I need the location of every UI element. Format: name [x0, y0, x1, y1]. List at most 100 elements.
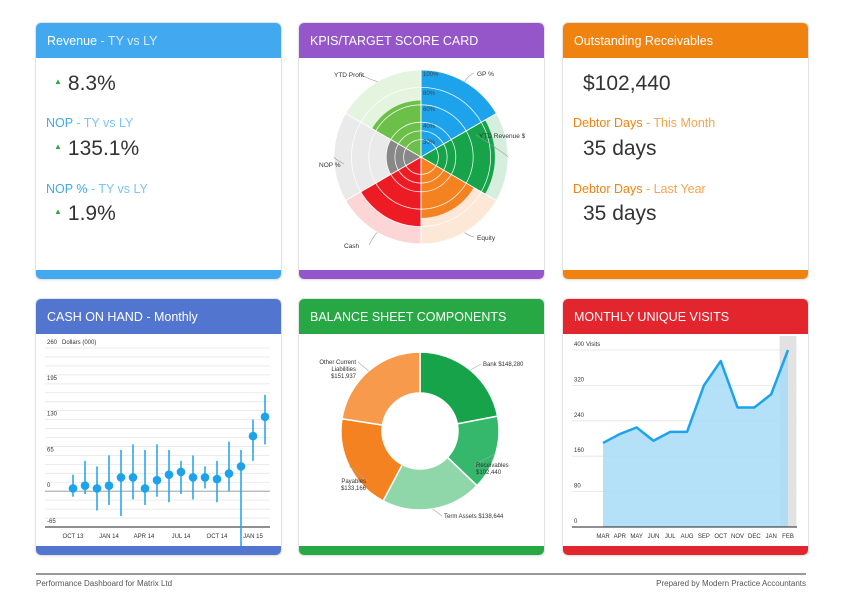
kpi-label-leader — [333, 156, 345, 165]
cash-x-tick: JAN 14 — [99, 534, 119, 540]
kpi-label-cash: Cash — [344, 243, 360, 250]
visits-x-tick-jun: JUN — [648, 534, 660, 540]
cash-point — [212, 474, 222, 484]
noppct-label: NOP % - TY vs LY — [46, 182, 148, 196]
debtor-last-label-sub: - Last Year — [642, 182, 706, 196]
visits-x-tick-mar: MAR — [596, 534, 610, 540]
revenue-card-title-sub: - TY vs LY — [97, 34, 158, 48]
kpi-label-gp: GP % — [477, 71, 494, 78]
balance-label-payables: Payables — [341, 479, 366, 485]
cash-point — [116, 473, 126, 482]
debtor-last-label-text: Debtor Days — [573, 182, 643, 196]
balance-label-bank: Bank $148,280 — [483, 362, 524, 368]
kpi-label-nop: NOP % — [319, 162, 341, 169]
cash-x-tick: APR 14 — [134, 534, 155, 540]
receivables-card-header: Outstanding Receivables — [563, 23, 808, 58]
visits-x-tick-sep: SEP — [698, 534, 710, 540]
nop-label: NOP - TY vs LY — [46, 116, 133, 130]
cash-y-tick: 195 — [47, 376, 58, 382]
nop-value: ▲ 135.1% — [54, 137, 139, 161]
receivables-card: Outstanding Receivables $102,440 Debtor … — [563, 23, 808, 279]
visits-x-tick-jan: JAN — [766, 534, 777, 540]
noppct-value: ▲ 1.9% — [54, 202, 116, 226]
kpi-grid-spoke — [420, 156, 497, 201]
debtor-this-label-sub: - This Month — [642, 116, 716, 130]
kpi-card-footer — [299, 270, 544, 279]
receivables-card-title: Outstanding Receivables — [574, 34, 713, 48]
visits-y-tick: 240 — [574, 413, 585, 419]
balance-label-other-current-liabilities: Other Current — [319, 360, 356, 366]
up-triangle-icon: ▲ — [54, 76, 62, 86]
receivables-card-footer — [563, 270, 808, 279]
balance-label-leader — [473, 453, 496, 466]
receivables-value: $102,440 — [583, 72, 671, 95]
cash-y-tick: 65 — [47, 447, 54, 453]
debtor-last-label: Debtor Days - Last Year — [573, 182, 706, 196]
kpi-polar-chart: 100% 80% 60% 40% 30% GP % YTD Revenue $ Equity C… — [319, 69, 526, 250]
cash-y-tick: 260 — [47, 340, 58, 346]
cash-point — [188, 473, 198, 482]
revenue-card-title: Revenue — [47, 34, 98, 48]
cash-chart: 260 195 130 65 0 -65 Dollars (000) OCT 13 JAN 14… — [45, 340, 270, 555]
footer-right-text: Prepared by Modern Practice Accountants — [656, 579, 806, 588]
kpi-radial-tick: 40% — [423, 124, 436, 130]
balance-label-leader — [349, 466, 369, 482]
kpi-label-leader — [358, 73, 378, 82]
cash-point — [200, 473, 210, 482]
cash-point — [128, 473, 138, 482]
cash-x-tick: JAN 15 — [243, 534, 263, 540]
cash-y-tick: 130 — [47, 412, 58, 418]
visits-line — [602, 349, 790, 445]
balance-label-receivables: $102,440 — [476, 470, 502, 476]
kpi-target-nop — [334, 113, 421, 201]
kpi-card: KPIS/TARGET SCORE CARD 100% 80% 60% 40% 30% G… — [299, 23, 544, 279]
cash-y-tick: -65 — [47, 519, 56, 525]
visits-card-footer — [563, 546, 808, 555]
kpi-radial-tick: 80% — [423, 91, 436, 97]
kpi-radial-tick: 30% — [423, 140, 436, 146]
visits-x-tick-oct: OCT — [714, 534, 727, 540]
kpi-label-equity: Equity — [477, 235, 496, 242]
kpi-actual-ytd-profit — [372, 100, 421, 157]
cash-point — [164, 470, 174, 479]
kpi-label-leader — [475, 134, 509, 158]
visits-y-tick: 80 — [574, 484, 581, 490]
up-triangle-icon: ▲ — [54, 141, 62, 151]
visits-x-tick-may: MAY — [630, 534, 643, 540]
visits-y-tick: 160 — [574, 448, 585, 454]
visits-card: MONTHLY UNIQUE VISITS 400 320 240 160 80 0 Vis… — [563, 299, 808, 555]
kpi-label-ytd-revenue: YTD Revenue $ — [479, 133, 526, 140]
cash-point — [68, 484, 78, 493]
cash-y-tick: 0 — [47, 483, 51, 489]
cash-point — [80, 481, 90, 490]
kpi-grid-spoke — [345, 113, 422, 158]
kpi-actual-cash — [360, 157, 421, 227]
balance-slice-other-current-liabilities — [341, 351, 421, 426]
balance-label-payables: $133,166 — [341, 486, 367, 492]
cash-point — [260, 412, 270, 422]
cash-card-title: CASH ON HAND - Monthly — [47, 310, 198, 324]
debtor-this-label-text: Debtor Days — [573, 116, 643, 130]
kpi-grid-spoke — [345, 156, 422, 201]
cash-point — [248, 431, 258, 441]
nop-label-text: NOP — [46, 116, 73, 130]
balance-label-leader — [357, 361, 369, 372]
balance-label-receivables: Receivables — [476, 463, 509, 469]
revenue-card-footer — [36, 270, 281, 279]
cash-y-label: Dollars (000) — [62, 340, 96, 346]
visits-x-tick-apr: APR — [614, 534, 627, 540]
debtor-this-value: 35 days — [583, 137, 657, 160]
kpi-grid-spoke — [420, 113, 497, 158]
visits-y-label: Visits — [586, 342, 600, 348]
visits-y-tick: 400 — [574, 342, 585, 348]
debtor-this-label: Debtor Days - This Month — [573, 116, 715, 130]
cash-card-header: CASH ON HAND - Monthly — [36, 299, 281, 334]
kpi-card-title: KPIS/TARGET SCORE CARD — [310, 34, 479, 48]
balance-label-other-current-liabilities: $151,937 — [331, 374, 357, 380]
cash-point — [140, 484, 150, 493]
balance-label-leader — [470, 363, 482, 371]
visits-x-tick-dec: DEC — [748, 534, 761, 540]
cash-point — [236, 462, 246, 471]
footer-divider — [36, 573, 806, 575]
kpi-label-leader — [464, 72, 475, 82]
